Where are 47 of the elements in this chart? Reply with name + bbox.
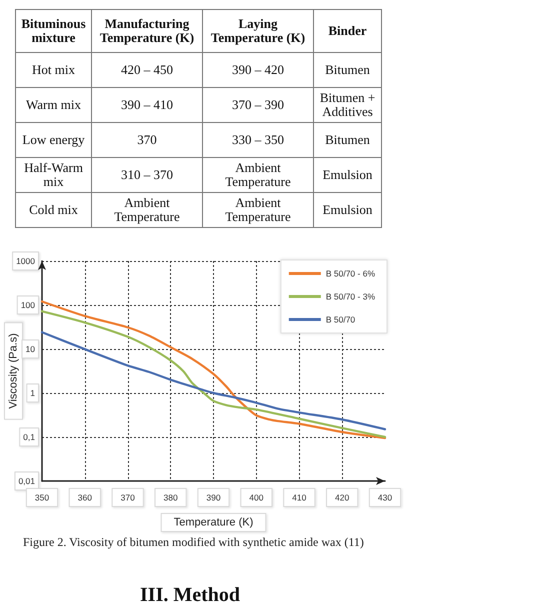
text: Ambient Temperature — [92, 192, 202, 228]
legend-label: B 50/70 - 3% — [326, 292, 376, 302]
x-tick-label: 350 — [34, 492, 50, 502]
x-tick-label: 360 — [78, 492, 92, 502]
y-tick-label: 1 — [30, 388, 36, 398]
text: III. Method — [140, 584, 240, 607]
x-axis-title: Temperature (K) — [174, 516, 254, 528]
y-tick-label: 10 — [26, 344, 36, 354]
x-tick-label: 400 — [249, 492, 264, 502]
category-label: Bituminous mixture — [16, 10, 92, 52]
text: Bitumen — [314, 122, 382, 158]
text: 330 – 350 — [202, 122, 314, 158]
x-tick-label: 370 — [120, 492, 136, 502]
text: Ambient Temperature — [202, 158, 314, 192]
category-label: Manufacturing Temperature (K) — [92, 10, 202, 52]
x-tick-label: 430 — [378, 492, 392, 502]
text: Emulsion — [314, 158, 382, 192]
text: 310 – 370 — [92, 158, 202, 192]
text: Warm mix — [16, 88, 92, 122]
text: Half-Warm mix — [16, 158, 92, 192]
caption: Figure 2. Viscosity of bitumen modified with synthetic amide wax (11) — [23, 535, 364, 550]
text: 420 – 450 — [92, 52, 202, 88]
text: Bitumen + Additives — [314, 88, 382, 122]
text: 370 — [92, 122, 202, 158]
text: 370 – 390 — [202, 88, 314, 122]
y-axis-title: Viscosity (Pa.s) — [8, 333, 20, 409]
x-tick-label: 380 — [164, 492, 178, 502]
x-tick-label: 390 — [206, 492, 221, 502]
text: Low energy — [16, 122, 92, 158]
y-tick-label: 100 — [20, 300, 36, 310]
text: Bitumen — [314, 52, 382, 88]
legend-label: B 50/70 - 6% — [326, 268, 376, 278]
text: Ambient Temperature — [202, 192, 314, 228]
y-tick-label: 0,01 — [18, 476, 36, 486]
text: 390 – 410 — [92, 88, 202, 122]
text: Cold mix — [16, 192, 92, 228]
text: Emulsion — [314, 192, 382, 228]
text: Hot mix — [16, 52, 92, 88]
category-label: Binder — [314, 10, 382, 52]
y-tick-label: 1000 — [16, 256, 36, 266]
x-tick-label: 420 — [335, 492, 350, 502]
category-label: Laying Temperature (K) — [202, 10, 314, 52]
line-series — [40, 331, 386, 430]
text: 390 – 420 — [202, 52, 314, 88]
y-tick-label: 0,1 — [23, 432, 36, 442]
legend-label: B 50/70 — [326, 314, 356, 324]
x-tick-label: 410 — [292, 492, 307, 502]
